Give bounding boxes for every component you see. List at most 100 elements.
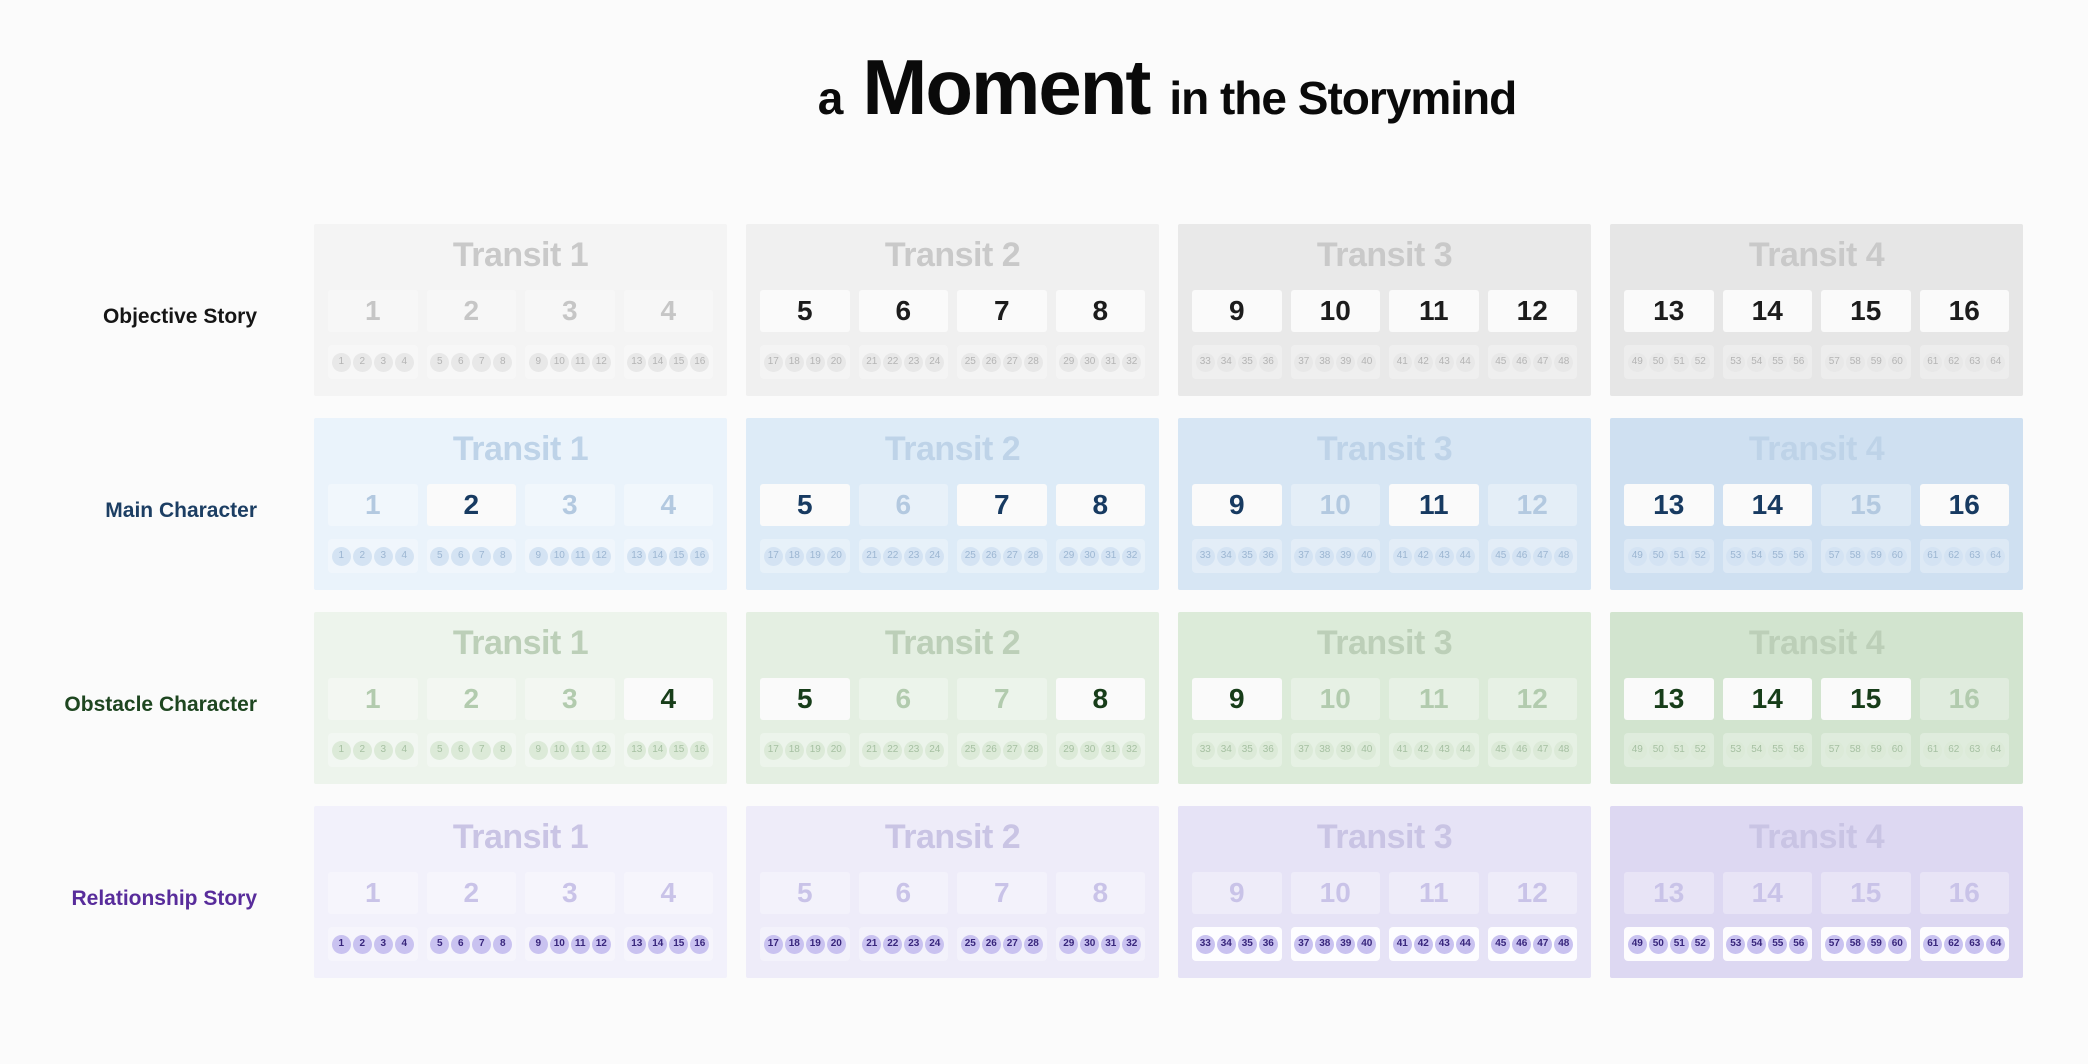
beat-chip-obstacle-character-29[interactable]: 29 xyxy=(1059,740,1079,760)
moment-main-character-2[interactable]: 2 xyxy=(426,484,516,527)
moment-obstacle-character-14[interactable]: 14 xyxy=(1722,678,1812,721)
moment-main-character-12[interactable]: 12 xyxy=(1487,484,1577,527)
beat-chip-main-character-6[interactable]: 6 xyxy=(451,546,471,566)
beat-chip-obstacle-character-12[interactable]: 12 xyxy=(591,740,611,760)
beat-chip-obstacle-character-4[interactable]: 4 xyxy=(394,740,414,760)
moment-main-character-6[interactable]: 6 xyxy=(858,484,948,527)
beat-chip-objective-story-59[interactable]: 59 xyxy=(1866,352,1886,372)
moment-obstacle-character-8[interactable]: 8 xyxy=(1055,678,1145,721)
beat-chip-main-character-44[interactable]: 44 xyxy=(1455,546,1475,566)
beat-chip-main-character-29[interactable]: 29 xyxy=(1059,546,1079,566)
beat-chip-relationship-story-13[interactable]: 13 xyxy=(627,934,647,954)
beat-chip-obstacle-character-16[interactable]: 16 xyxy=(690,740,710,760)
beat-chip-relationship-story-8[interactable]: 8 xyxy=(493,934,513,954)
moment-relationship-story-2[interactable]: 2 xyxy=(426,872,516,915)
beat-chip-objective-story-19[interactable]: 19 xyxy=(805,352,825,372)
moment-relationship-story-3[interactable]: 3 xyxy=(525,872,615,915)
beat-chip-obstacle-character-11[interactable]: 11 xyxy=(570,740,590,760)
beat-chip-objective-story-64[interactable]: 64 xyxy=(1986,352,2006,372)
beat-chip-main-character-31[interactable]: 31 xyxy=(1101,546,1121,566)
beat-chip-relationship-story-59[interactable]: 59 xyxy=(1866,934,1886,954)
beat-chip-obstacle-character-6[interactable]: 6 xyxy=(451,740,471,760)
beat-chip-objective-story-37[interactable]: 37 xyxy=(1294,352,1314,372)
beat-chip-main-character-47[interactable]: 47 xyxy=(1533,546,1553,566)
beat-chip-objective-story-46[interactable]: 46 xyxy=(1512,352,1532,372)
moment-main-character-14[interactable]: 14 xyxy=(1722,484,1812,527)
beat-chip-obstacle-character-53[interactable]: 53 xyxy=(1726,740,1746,760)
beat-chip-obstacle-character-59[interactable]: 59 xyxy=(1866,740,1886,760)
beat-chip-obstacle-character-33[interactable]: 33 xyxy=(1195,740,1215,760)
beat-chip-obstacle-character-2[interactable]: 2 xyxy=(352,740,372,760)
moment-main-character-1[interactable]: 1 xyxy=(328,484,418,527)
beat-chip-obstacle-character-62[interactable]: 62 xyxy=(1944,740,1964,760)
beat-chip-objective-story-6[interactable]: 6 xyxy=(451,352,471,372)
beat-chip-main-character-53[interactable]: 53 xyxy=(1726,546,1746,566)
beat-chip-objective-story-28[interactable]: 28 xyxy=(1023,352,1043,372)
beat-chip-relationship-story-14[interactable]: 14 xyxy=(648,934,668,954)
beat-chip-relationship-story-33[interactable]: 33 xyxy=(1195,934,1215,954)
beat-chip-objective-story-52[interactable]: 52 xyxy=(1690,352,1710,372)
moment-objective-story-9[interactable]: 9 xyxy=(1192,290,1282,333)
beat-chip-main-character-24[interactable]: 24 xyxy=(925,546,945,566)
beat-chip-obstacle-character-5[interactable]: 5 xyxy=(430,740,450,760)
beat-chip-relationship-story-56[interactable]: 56 xyxy=(1789,934,1809,954)
beat-chip-main-character-51[interactable]: 51 xyxy=(1669,546,1689,566)
beat-chip-obstacle-character-13[interactable]: 13 xyxy=(627,740,647,760)
beat-chip-objective-story-3[interactable]: 3 xyxy=(373,352,393,372)
beat-chip-obstacle-character-60[interactable]: 60 xyxy=(1887,740,1907,760)
beat-chip-relationship-story-47[interactable]: 47 xyxy=(1533,934,1553,954)
moment-relationship-story-4[interactable]: 4 xyxy=(623,872,713,915)
beat-chip-relationship-story-51[interactable]: 51 xyxy=(1669,934,1689,954)
beat-chip-objective-story-27[interactable]: 27 xyxy=(1002,352,1022,372)
beat-chip-relationship-story-3[interactable]: 3 xyxy=(373,934,393,954)
beat-chip-obstacle-character-27[interactable]: 27 xyxy=(1002,740,1022,760)
beat-chip-objective-story-35[interactable]: 35 xyxy=(1237,352,1257,372)
beat-chip-objective-story-24[interactable]: 24 xyxy=(925,352,945,372)
beat-chip-main-character-2[interactable]: 2 xyxy=(352,546,372,566)
moment-obstacle-character-7[interactable]: 7 xyxy=(957,678,1047,721)
beat-chip-obstacle-character-54[interactable]: 54 xyxy=(1747,740,1767,760)
beat-chip-relationship-story-49[interactable]: 49 xyxy=(1627,934,1647,954)
beat-chip-relationship-story-25[interactable]: 25 xyxy=(960,934,980,954)
beat-chip-main-character-54[interactable]: 54 xyxy=(1747,546,1767,566)
beat-chip-objective-story-49[interactable]: 49 xyxy=(1627,352,1647,372)
beat-chip-main-character-50[interactable]: 50 xyxy=(1648,546,1668,566)
beat-chip-main-character-39[interactable]: 39 xyxy=(1336,546,1356,566)
beat-chip-objective-story-9[interactable]: 9 xyxy=(528,352,548,372)
beat-chip-obstacle-character-30[interactable]: 30 xyxy=(1080,740,1100,760)
moment-objective-story-3[interactable]: 3 xyxy=(525,290,615,333)
beat-chip-objective-story-13[interactable]: 13 xyxy=(627,352,647,372)
beat-chip-relationship-story-45[interactable]: 45 xyxy=(1491,934,1511,954)
beat-chip-relationship-story-52[interactable]: 52 xyxy=(1690,934,1710,954)
beat-chip-objective-story-54[interactable]: 54 xyxy=(1747,352,1767,372)
moment-main-character-15[interactable]: 15 xyxy=(1821,484,1911,527)
beat-chip-relationship-story-61[interactable]: 61 xyxy=(1923,934,1943,954)
moment-relationship-story-7[interactable]: 7 xyxy=(957,872,1047,915)
beat-chip-main-character-21[interactable]: 21 xyxy=(862,546,882,566)
beat-chip-obstacle-character-42[interactable]: 42 xyxy=(1413,740,1433,760)
beat-chip-main-character-28[interactable]: 28 xyxy=(1023,546,1043,566)
moment-main-character-10[interactable]: 10 xyxy=(1290,484,1380,527)
beat-chip-objective-story-38[interactable]: 38 xyxy=(1315,352,1335,372)
beat-chip-relationship-story-22[interactable]: 22 xyxy=(883,934,903,954)
beat-chip-objective-story-48[interactable]: 48 xyxy=(1554,352,1574,372)
beat-chip-relationship-story-7[interactable]: 7 xyxy=(472,934,492,954)
beat-chip-main-character-64[interactable]: 64 xyxy=(1986,546,2006,566)
beat-chip-objective-story-39[interactable]: 39 xyxy=(1336,352,1356,372)
beat-chip-main-character-8[interactable]: 8 xyxy=(493,546,513,566)
moment-relationship-story-12[interactable]: 12 xyxy=(1487,872,1577,915)
beat-chip-relationship-story-23[interactable]: 23 xyxy=(904,934,924,954)
beat-chip-obstacle-character-46[interactable]: 46 xyxy=(1512,740,1532,760)
moment-main-character-9[interactable]: 9 xyxy=(1192,484,1282,527)
beat-chip-objective-story-40[interactable]: 40 xyxy=(1357,352,1377,372)
beat-chip-relationship-story-39[interactable]: 39 xyxy=(1336,934,1356,954)
beat-chip-obstacle-character-38[interactable]: 38 xyxy=(1315,740,1335,760)
beat-chip-main-character-22[interactable]: 22 xyxy=(883,546,903,566)
beat-chip-obstacle-character-51[interactable]: 51 xyxy=(1669,740,1689,760)
beat-chip-objective-story-42[interactable]: 42 xyxy=(1413,352,1433,372)
beat-chip-obstacle-character-22[interactable]: 22 xyxy=(883,740,903,760)
beat-chip-obstacle-character-25[interactable]: 25 xyxy=(960,740,980,760)
moment-objective-story-13[interactable]: 13 xyxy=(1624,290,1714,333)
moment-relationship-story-9[interactable]: 9 xyxy=(1192,872,1282,915)
beat-chip-obstacle-character-24[interactable]: 24 xyxy=(925,740,945,760)
